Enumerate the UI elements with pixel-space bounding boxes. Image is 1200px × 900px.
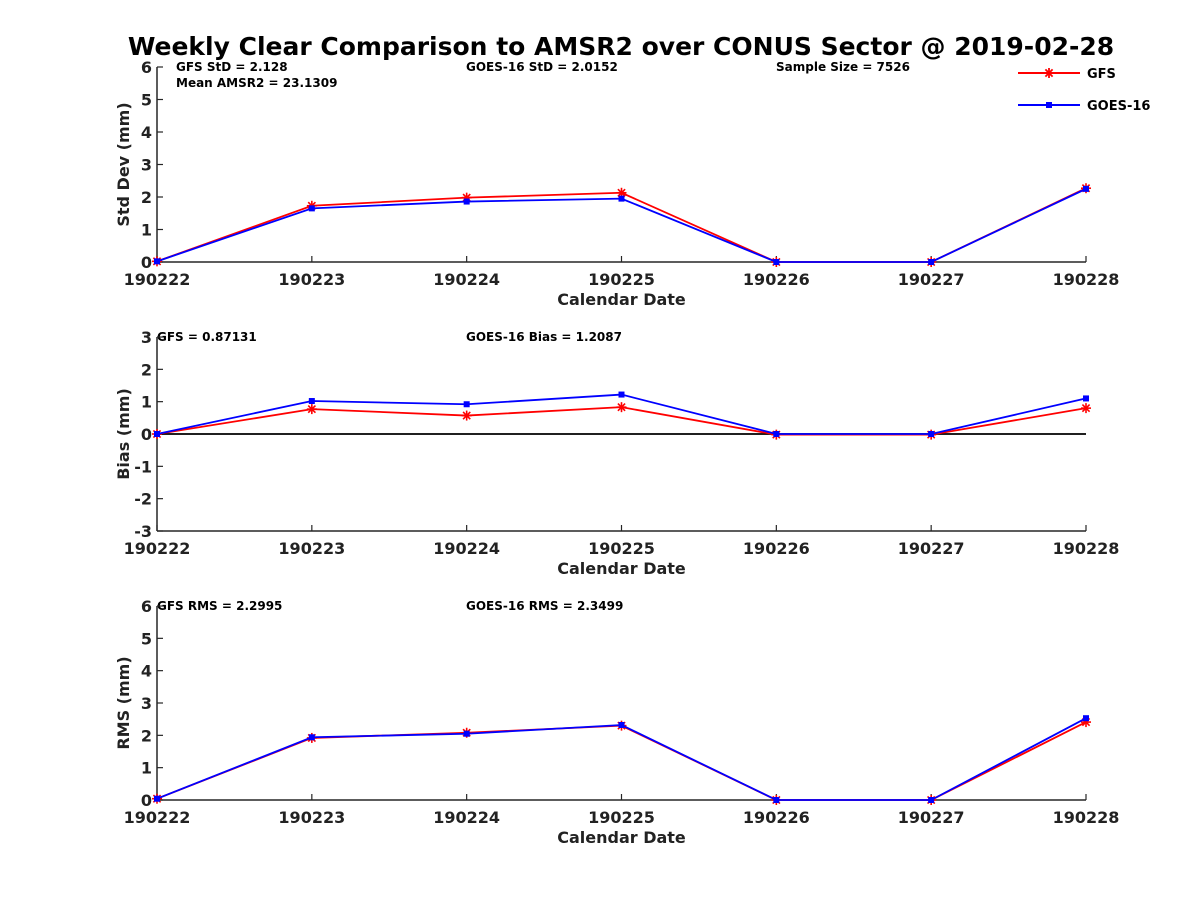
data-point-goes-16 bbox=[1083, 185, 1089, 192]
data-point-gfs bbox=[1081, 403, 1091, 414]
data-point-goes-16 bbox=[773, 259, 780, 265]
annotation-sample-size: Sample Size = 7526 bbox=[776, 60, 910, 74]
x-tick-label: 190227 bbox=[898, 270, 965, 289]
legend-goes-marker bbox=[1046, 102, 1052, 108]
x-axis-label: Calendar Date bbox=[557, 290, 686, 309]
data-point-gfs bbox=[616, 402, 627, 413]
data-point-goes-16 bbox=[1083, 715, 1089, 722]
annotation-goes-bias: GOES-16 Bias = 1.2087 bbox=[466, 330, 622, 344]
legend-gfs-label: GFS bbox=[1087, 67, 1116, 82]
data-point-goes-16 bbox=[618, 195, 625, 202]
x-tick-label: 190226 bbox=[743, 539, 810, 558]
data-point-goes-16 bbox=[1083, 395, 1089, 402]
panel-stddev: GFS StD = 2.128 Mean AMSR2 = 23.1309 GOE… bbox=[114, 58, 1119, 309]
y-tick-label: 5 bbox=[141, 629, 152, 648]
y-tick-label: 0 bbox=[141, 425, 152, 444]
x-tick-label: 190228 bbox=[1053, 539, 1120, 558]
data-point-goes-16 bbox=[618, 721, 625, 728]
x-tick-label: 190223 bbox=[278, 808, 345, 827]
annotation-gfs-std: GFS StD = 2.128 bbox=[176, 60, 288, 74]
y-tick-label: 1 bbox=[141, 221, 152, 240]
annotation-goes-std: GOES-16 StD = 2.0152 bbox=[466, 60, 618, 74]
data-point-gfs bbox=[306, 404, 317, 415]
data-point-goes-16 bbox=[463, 401, 470, 408]
y-tick-label: 0 bbox=[141, 791, 152, 810]
x-tick-label: 190226 bbox=[743, 808, 810, 827]
y-tick-label: 2 bbox=[141, 188, 152, 207]
legend: GFS GOES-16 bbox=[1018, 67, 1150, 114]
data-point-goes-16 bbox=[928, 259, 935, 265]
y-tick-label: -1 bbox=[134, 457, 152, 476]
y-tick-label: -3 bbox=[134, 522, 152, 541]
data-point-goes-16 bbox=[618, 391, 625, 398]
y-axis-label: Std Dev (mm) bbox=[114, 102, 133, 226]
x-tick-label: 190223 bbox=[278, 270, 345, 289]
series-line-gfs bbox=[156, 721, 1087, 801]
y-tick-label: 3 bbox=[141, 328, 152, 347]
y-tick-label: 5 bbox=[141, 91, 152, 110]
data-point-goes-16 bbox=[463, 730, 470, 737]
y-tick-label: 3 bbox=[141, 156, 152, 175]
series-line-goes-16 bbox=[156, 393, 1087, 435]
y-tick-label: -2 bbox=[134, 490, 152, 509]
data-point-goes-16 bbox=[463, 198, 470, 205]
x-tick-label: 190228 bbox=[1053, 808, 1120, 827]
data-point-goes-16 bbox=[773, 431, 780, 437]
y-tick-label: 3 bbox=[141, 694, 152, 713]
x-axis-label: Calendar Date bbox=[557, 828, 686, 847]
y-tick-label: 4 bbox=[141, 662, 152, 681]
x-tick-label: 190227 bbox=[898, 539, 965, 558]
panel-bias: GFS = 0.87131 GOES-16 Bias = 1.2087 -3 -2… bbox=[114, 328, 1119, 578]
data-point-goes-16 bbox=[308, 398, 315, 405]
y-tick-label: 2 bbox=[141, 360, 152, 379]
legend-goes-label: GOES-16 bbox=[1087, 99, 1150, 114]
data-point-goes-16 bbox=[308, 734, 315, 741]
x-tick-label: 190222 bbox=[124, 808, 191, 827]
y-tick-label: 0 bbox=[141, 253, 152, 272]
x-tick-label: 190227 bbox=[898, 808, 965, 827]
annotation-goes-rms: GOES-16 RMS = 2.3499 bbox=[466, 599, 623, 613]
data-point-goes-16 bbox=[773, 797, 780, 803]
legend-gfs-marker bbox=[1044, 68, 1054, 78]
y-axis-label: Bias (mm) bbox=[114, 388, 133, 480]
annotation-gfs-bias: GFS = 0.87131 bbox=[157, 330, 257, 344]
data-point-goes-16 bbox=[154, 795, 160, 802]
y-tick-label: 1 bbox=[141, 759, 152, 778]
x-tick-label: 190224 bbox=[433, 270, 500, 289]
x-tick-label: 190225 bbox=[588, 808, 655, 827]
x-tick-label: 190224 bbox=[433, 808, 500, 827]
x-tick-label: 190228 bbox=[1053, 270, 1120, 289]
x-tick-label: 190225 bbox=[588, 539, 655, 558]
y-tick-label: 6 bbox=[141, 597, 152, 616]
y-axis-label: RMS (mm) bbox=[114, 656, 133, 749]
x-tick-label: 190222 bbox=[124, 270, 191, 289]
panel-rms: GFS RMS = 2.2995 GOES-16 RMS = 2.3499 01… bbox=[114, 597, 1119, 847]
x-tick-label: 190224 bbox=[433, 539, 500, 558]
x-tick-label: 190226 bbox=[743, 270, 810, 289]
y-tick-label: 2 bbox=[141, 726, 152, 745]
chart-title: Weekly Clear Comparison to AMSR2 over CO… bbox=[128, 32, 1114, 61]
x-axis-label: Calendar Date bbox=[557, 559, 686, 578]
annotation-gfs-rms: GFS RMS = 2.2995 bbox=[157, 599, 282, 613]
y-tick-label: 4 bbox=[141, 123, 152, 142]
data-point-goes-16 bbox=[154, 258, 160, 265]
data-point-goes-16 bbox=[308, 205, 315, 212]
data-point-goes-16 bbox=[154, 431, 160, 437]
data-point-goes-16 bbox=[928, 797, 935, 803]
y-tick-label: 1 bbox=[141, 393, 152, 412]
data-point-gfs bbox=[461, 410, 472, 421]
annotation-mean-amsr2: Mean AMSR2 = 23.1309 bbox=[176, 76, 337, 90]
y-tick-label: 6 bbox=[141, 58, 152, 77]
x-tick-label: 190223 bbox=[278, 539, 345, 558]
data-point-goes-16 bbox=[928, 431, 935, 437]
x-tick-label: 190225 bbox=[588, 270, 655, 289]
x-tick-label: 190222 bbox=[124, 539, 191, 558]
